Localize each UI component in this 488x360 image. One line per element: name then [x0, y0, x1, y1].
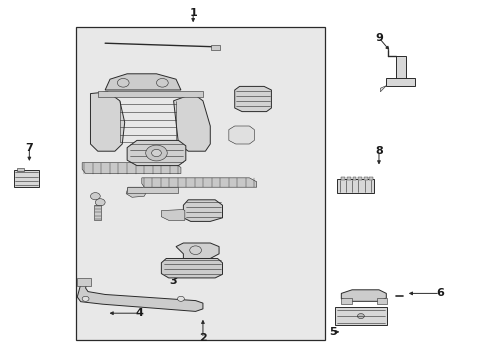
- Bar: [376, 298, 386, 304]
- Bar: [395, 56, 405, 79]
- Bar: [127, 187, 178, 193]
- Text: 8: 8: [374, 146, 382, 156]
- Polygon shape: [82, 163, 181, 174]
- Text: 5: 5: [328, 327, 336, 337]
- Bar: [17, 168, 24, 171]
- Polygon shape: [173, 94, 210, 151]
- Text: 6: 6: [435, 288, 443, 298]
- Bar: [211, 45, 220, 50]
- Polygon shape: [161, 210, 184, 220]
- Bar: [98, 91, 203, 97]
- Polygon shape: [77, 283, 203, 311]
- Bar: [346, 177, 350, 180]
- Text: 9: 9: [374, 33, 382, 43]
- Text: 4: 4: [135, 308, 143, 318]
- Text: 7: 7: [25, 143, 33, 153]
- Bar: [341, 298, 351, 304]
- Circle shape: [90, 193, 100, 200]
- Bar: [358, 177, 362, 180]
- Bar: [352, 177, 356, 180]
- Circle shape: [145, 145, 167, 161]
- Polygon shape: [127, 140, 185, 166]
- Circle shape: [151, 149, 161, 157]
- Bar: [368, 177, 372, 180]
- Circle shape: [357, 314, 364, 319]
- Polygon shape: [183, 200, 222, 221]
- Bar: [77, 278, 91, 286]
- Bar: [340, 177, 344, 180]
- Polygon shape: [90, 92, 124, 151]
- Polygon shape: [126, 187, 146, 197]
- Bar: [337, 179, 373, 193]
- Circle shape: [177, 296, 184, 301]
- Polygon shape: [380, 86, 386, 92]
- Polygon shape: [161, 258, 222, 278]
- Polygon shape: [105, 74, 181, 90]
- Text: 2: 2: [199, 333, 206, 343]
- Circle shape: [95, 199, 105, 206]
- Bar: [335, 307, 386, 325]
- Bar: [94, 205, 101, 220]
- Polygon shape: [341, 290, 386, 301]
- Polygon shape: [228, 126, 254, 144]
- Bar: [76, 27, 325, 340]
- Polygon shape: [234, 86, 271, 112]
- Polygon shape: [142, 178, 256, 187]
- Polygon shape: [176, 243, 219, 258]
- Bar: [386, 78, 414, 86]
- Text: 3: 3: [169, 276, 177, 286]
- Text: 1: 1: [189, 8, 197, 18]
- Bar: [14, 170, 39, 187]
- Bar: [364, 177, 367, 180]
- Circle shape: [82, 296, 89, 301]
